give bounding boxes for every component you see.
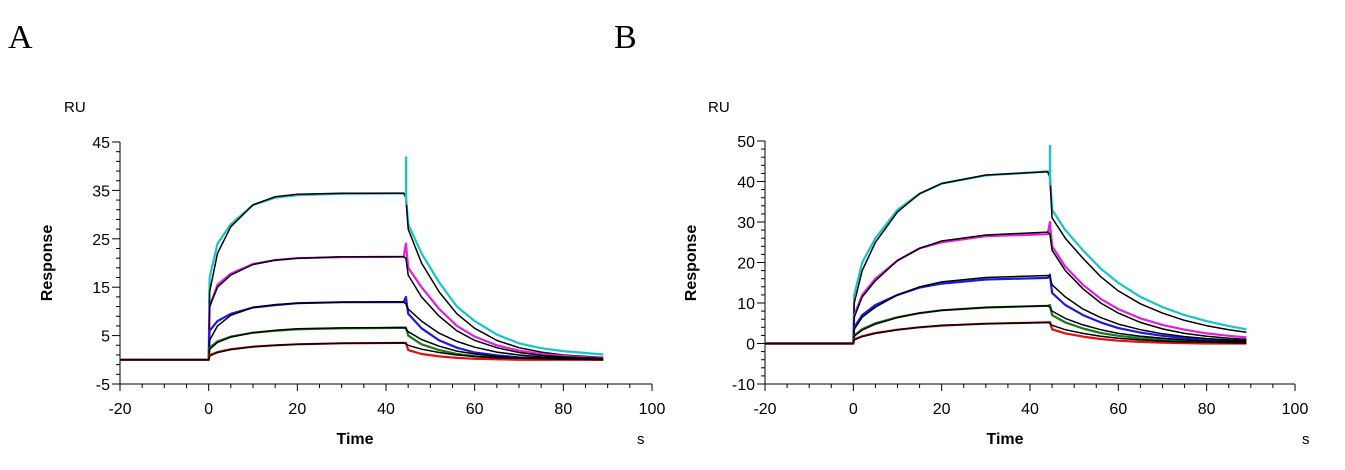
y-unit-label: RU xyxy=(64,99,86,116)
response-curve-line xyxy=(765,273,1247,345)
y-tick-label: 30 xyxy=(737,215,755,232)
axes: -20 0 20 40 60 80 100 -5 5 15 25 35 45 xyxy=(92,135,665,418)
fit-curve-line xyxy=(765,171,1247,345)
plot-area xyxy=(120,156,604,361)
x-unit-label: s xyxy=(637,431,645,448)
x-tick-label: 100 xyxy=(639,401,666,418)
y-axis-title: Response xyxy=(39,225,56,302)
x-tick-label: 40 xyxy=(1021,401,1039,418)
fit-curve-line xyxy=(765,274,1247,345)
y-tick-label: 20 xyxy=(737,256,755,273)
x-tick-label: 20 xyxy=(288,401,306,418)
y-tick-label: 35 xyxy=(92,183,110,200)
response-curve-line xyxy=(120,242,604,361)
fit-curve-line xyxy=(120,300,604,361)
fit-curve-line xyxy=(765,305,1247,345)
response-curve-line xyxy=(120,192,604,361)
panel-label: B xyxy=(614,19,637,56)
x-tick-label: 20 xyxy=(933,401,951,418)
plot-area xyxy=(765,145,1247,345)
x-tick-label: 40 xyxy=(377,401,395,418)
fit-curve-line xyxy=(765,231,1247,345)
y-tick-label: -5 xyxy=(96,377,110,394)
fit-curve-line xyxy=(120,192,604,361)
y-tick-label: 5 xyxy=(101,329,110,346)
x-axis-title: Time xyxy=(336,431,373,448)
fit-curve-line xyxy=(120,255,604,361)
fit-curve-line xyxy=(120,342,604,361)
x-tick-label: 60 xyxy=(1109,401,1127,418)
panel-label: A xyxy=(8,19,33,56)
fit-curve-line xyxy=(765,321,1247,345)
x-tick-label: 60 xyxy=(466,401,484,418)
x-tick-label: 0 xyxy=(204,401,213,418)
y-tick-label: 10 xyxy=(737,296,755,313)
x-tick-label: -20 xyxy=(108,401,131,418)
y-tick-label: 0 xyxy=(746,337,755,354)
x-tick-label: 0 xyxy=(849,401,858,418)
axes: -20 0 20 40 60 80 100 -10 0 10 20 30 40 50 xyxy=(732,134,1309,418)
y-tick-label: 45 xyxy=(92,135,110,152)
chart-panel-b: B RU s Time Response -20 0 20 40 60 80 100 -10 0… xyxy=(614,19,1310,448)
x-tick-label: 80 xyxy=(1198,401,1216,418)
y-tick-label: 25 xyxy=(92,232,110,249)
response-curve-line xyxy=(765,220,1247,345)
y-tick-label: 50 xyxy=(737,134,755,151)
x-tick-label: -20 xyxy=(753,401,776,418)
y-unit-label: RU xyxy=(708,99,730,116)
y-tick-label: 15 xyxy=(92,280,110,297)
y-axis-title: Response xyxy=(683,225,700,302)
x-axis-title: Time xyxy=(986,431,1023,448)
y-tick-label: -10 xyxy=(732,377,755,394)
x-tick-label: 80 xyxy=(554,401,572,418)
x-tick-label: 100 xyxy=(1282,401,1309,418)
x-unit-label: s xyxy=(1302,431,1310,448)
chart-panel-a: A RU s Time Response -20 0 20 40 60 80 100 -5 5 1… xyxy=(8,19,665,448)
y-tick-label: 40 xyxy=(737,175,755,192)
